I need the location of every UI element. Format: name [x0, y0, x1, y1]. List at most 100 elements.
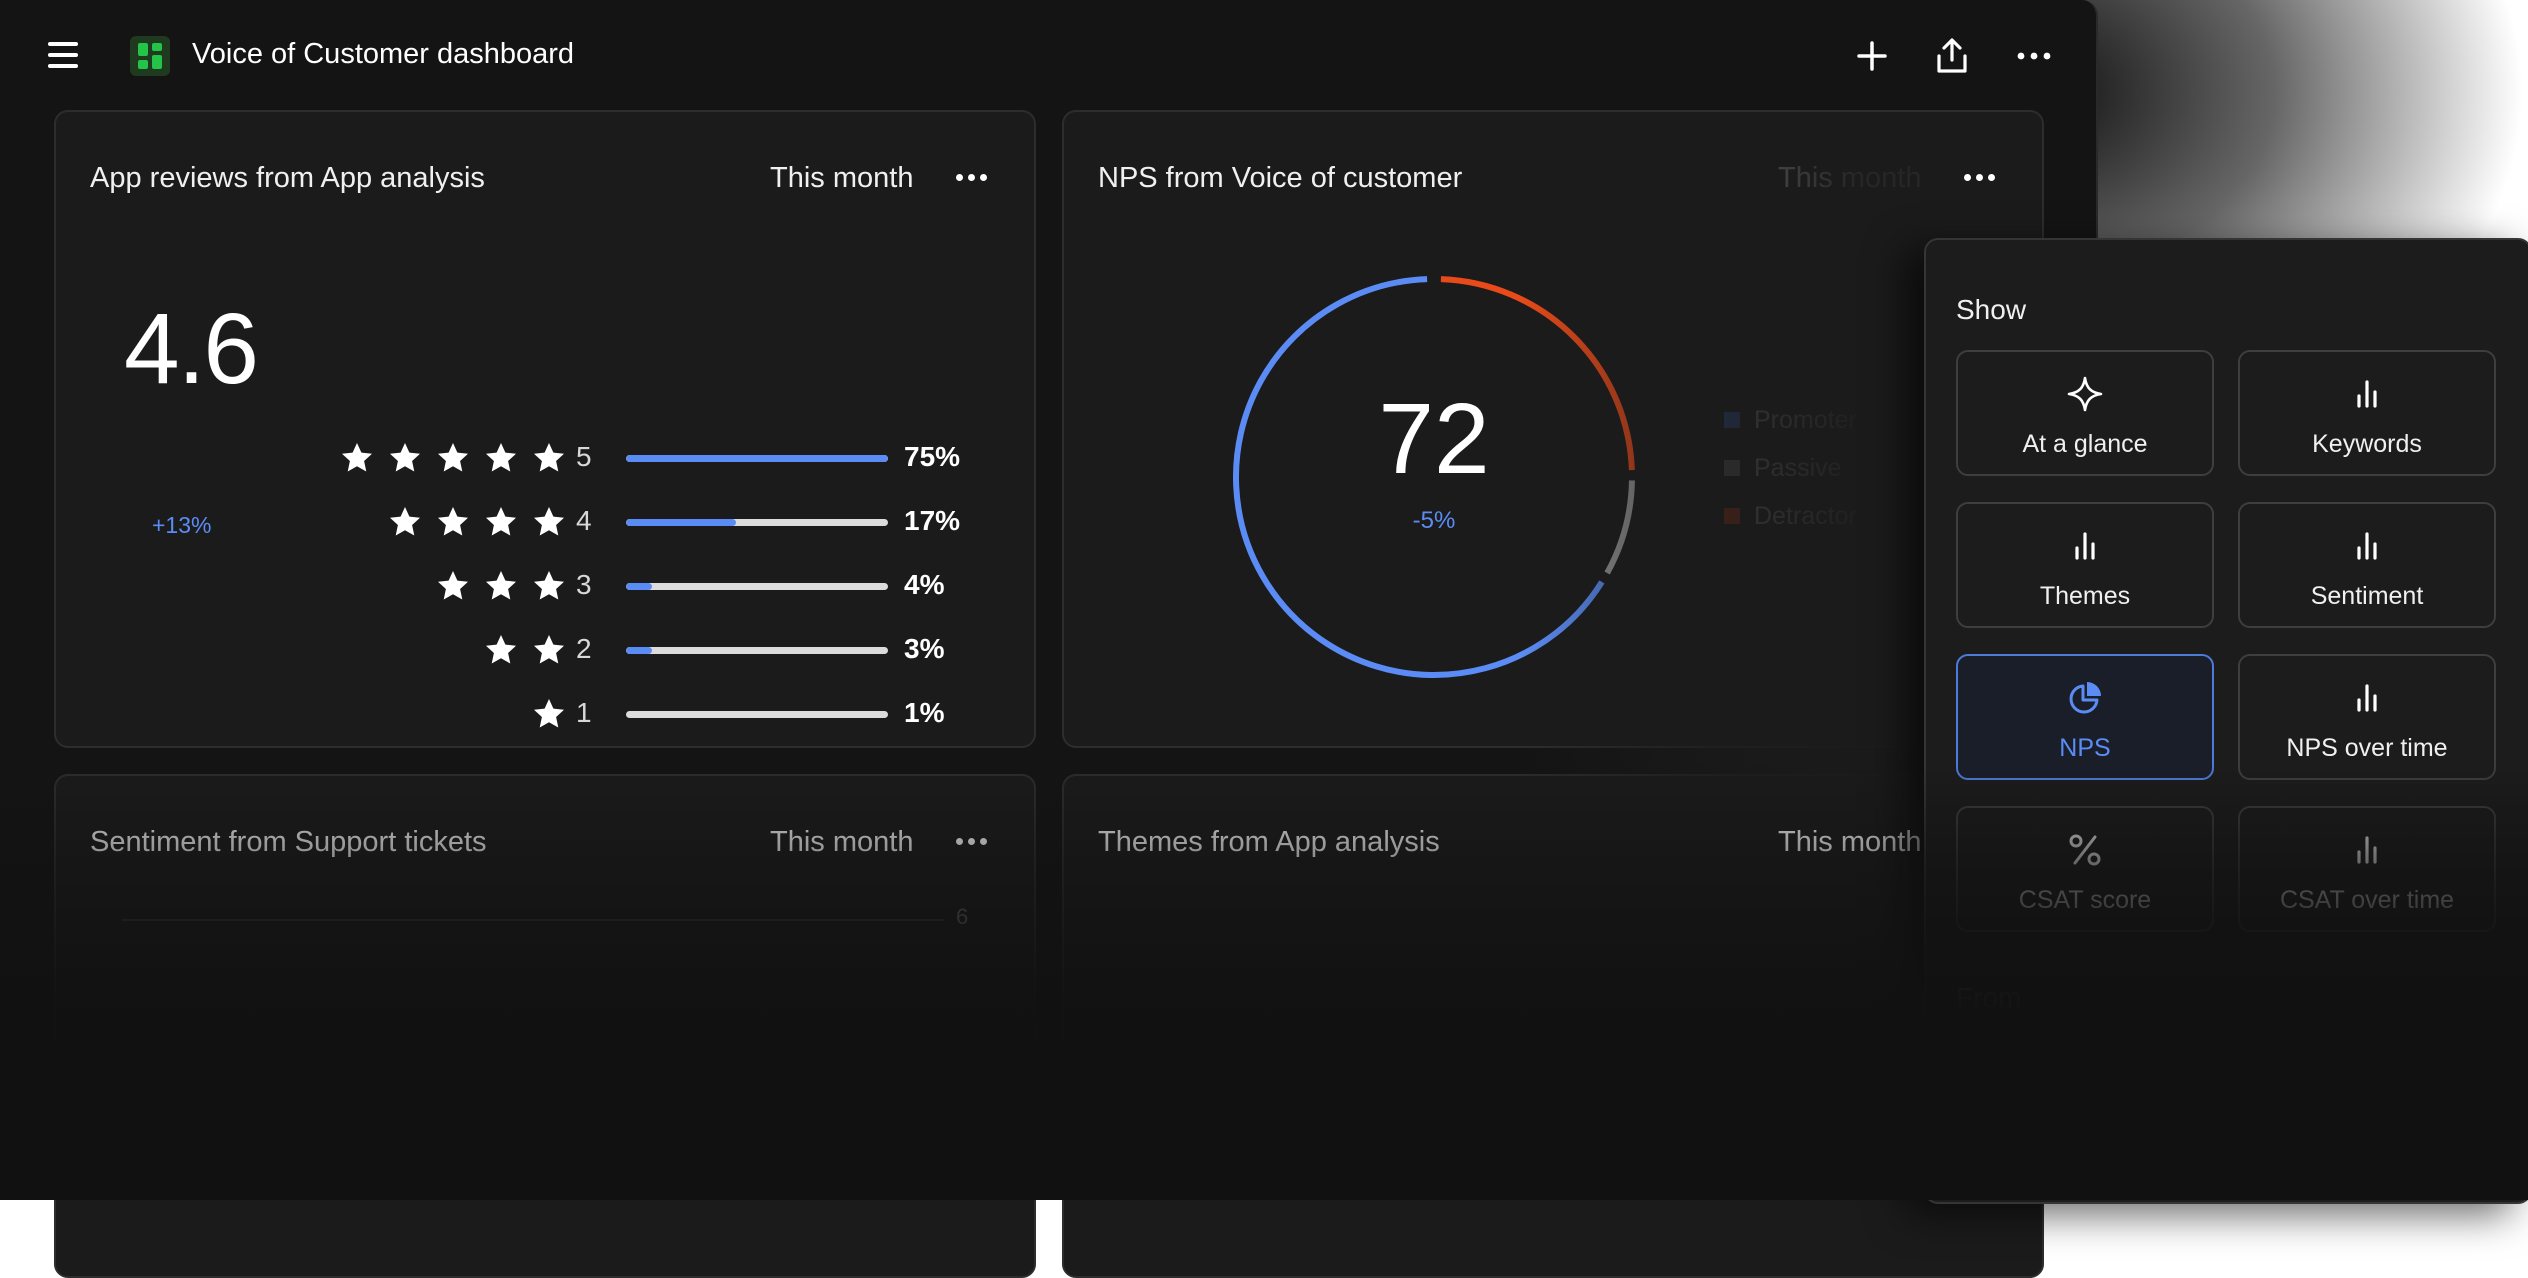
more-icon — [2017, 52, 2051, 60]
dashboard-logo-icon — [130, 36, 170, 76]
star-icon — [532, 569, 566, 603]
star-icon — [484, 569, 518, 603]
nps-score: 72 — [1378, 383, 1490, 495]
rating-bar — [626, 647, 888, 654]
rating-percent: 4% — [904, 569, 945, 600]
option-sentiment[interactable]: Sentiment — [2238, 502, 2496, 628]
star-icon — [484, 441, 518, 475]
rating-percent: 75% — [904, 441, 961, 472]
nps-passive-arc — [1604, 480, 1635, 575]
option-label: Themes — [2039, 582, 2131, 610]
star-icon — [340, 441, 374, 475]
legend-swatch — [1724, 412, 1740, 428]
rating-row-4: 4 17% — [56, 501, 1034, 541]
sentiment-card: Sentiment from Support tickets This mont… — [54, 774, 1036, 1278]
rating-label: 4 — [576, 505, 592, 536]
period-selector[interactable]: This month — [1778, 162, 1922, 194]
bar-chart-icon — [2347, 830, 2387, 870]
nps-delta: -5% — [1412, 507, 1456, 534]
legend-label: Promoter — [1754, 406, 1857, 434]
rating-bar-fill — [626, 455, 888, 462]
bar-chart-icon — [2065, 526, 2105, 566]
rating-bar — [626, 455, 888, 462]
average-rating: 4.6 — [124, 293, 259, 405]
share-button[interactable] — [1930, 34, 1974, 78]
option-keywords[interactable]: Keywords — [2238, 350, 2496, 476]
bar-chart-icon — [2347, 678, 2387, 718]
star-icon — [484, 633, 518, 667]
star-icon — [484, 505, 518, 539]
star-icon — [532, 505, 566, 539]
rating-bar — [626, 583, 888, 590]
themes-card: Themes from App analysis This month — [1062, 774, 2044, 1278]
star-icon — [436, 569, 470, 603]
sparkle-icon — [2065, 374, 2105, 414]
card-title: Themes from App analysis — [1098, 826, 1440, 858]
star-icon — [532, 441, 566, 475]
nps-card: NPS from Voice of customer This month 72… — [1062, 110, 2044, 748]
option-themes[interactable]: Themes — [1956, 502, 2214, 628]
page-title: Voice of Customer dashboard — [192, 38, 575, 70]
bar-chart-icon — [2347, 374, 2387, 414]
gridline — [122, 919, 944, 921]
axis-tick-label: 6 — [956, 904, 969, 929]
rating-bar-fill — [626, 647, 653, 654]
card-more-icon[interactable] — [1964, 174, 2000, 184]
percent-icon — [2065, 830, 2105, 870]
option-label: CSAT score — [2018, 886, 2152, 914]
option-label: NPS — [2059, 734, 2111, 762]
option-label: NPS over time — [2286, 734, 2448, 762]
panel-heading-from: From — [1956, 982, 2022, 1013]
legend-swatch — [1724, 460, 1740, 476]
legend-label: Detractor — [1754, 502, 1857, 530]
more-button[interactable] — [2012, 34, 2056, 78]
widget-type-panel: Show At a glance Keywords Themes Sentime… — [1924, 238, 2528, 1204]
legend-swatch — [1724, 508, 1740, 524]
star-icon — [532, 633, 566, 667]
period-selector[interactable]: This month — [1778, 826, 1922, 858]
rating-row-5: 5 75% — [56, 437, 1034, 477]
add-button[interactable] — [1850, 34, 1894, 78]
app-reviews-card: App reviews from App analysis This month… — [54, 110, 1036, 748]
star-icon — [388, 441, 422, 475]
panel-heading-show: Show — [1956, 294, 2027, 325]
option-label: At a glance — [2022, 430, 2148, 458]
option-label: Keywords — [2312, 430, 2422, 458]
option-nps-over-time[interactable]: NPS over time — [2238, 654, 2496, 780]
pie-chart-icon — [2065, 678, 2105, 718]
rating-label: 2 — [576, 633, 592, 664]
option-csat-score[interactable]: CSAT score — [1956, 806, 2214, 932]
card-more-icon[interactable] — [956, 838, 992, 848]
option-at-a-glance[interactable]: At a glance — [1956, 350, 2214, 476]
dashboard-window: Voice of Customer dashboard App reviews … — [0, 0, 2098, 1278]
period-selector[interactable]: This month — [770, 826, 914, 858]
card-more-icon[interactable] — [956, 174, 992, 184]
rating-row-2: 2 3% — [56, 629, 1034, 669]
rating-row-1: 1 1% — [56, 693, 1034, 733]
rating-bar-fill — [626, 583, 653, 590]
option-label: Sentiment — [2310, 582, 2424, 610]
rating-percent: 17% — [904, 505, 961, 536]
rating-label: 1 — [576, 697, 592, 728]
rating-bar — [626, 711, 888, 718]
share-icon — [1937, 38, 1967, 73]
rating-label: 3 — [576, 569, 592, 600]
rating-percent: 3% — [904, 633, 945, 664]
card-title: NPS from Voice of customer — [1098, 162, 1463, 194]
hamburger-menu-icon[interactable] — [46, 38, 80, 72]
card-title: App reviews from App analysis — [90, 162, 485, 194]
star-icon — [436, 441, 470, 475]
period-selector[interactable]: This month — [770, 162, 914, 194]
option-nps[interactable]: NPS — [1956, 654, 2214, 780]
rating-label: 5 — [576, 441, 592, 472]
bar-chart-icon — [2347, 526, 2387, 566]
star-icon — [436, 505, 470, 539]
star-icon — [532, 697, 566, 731]
rating-bar — [626, 519, 888, 526]
rating-bar-fill — [626, 519, 737, 526]
top-bar: Voice of Customer dashboard — [0, 0, 2096, 112]
option-csat-over-time[interactable]: CSAT over time — [2238, 806, 2496, 932]
star-icon — [388, 505, 422, 539]
legend-label: Passive — [1754, 454, 1842, 482]
rating-row-3: 3 4% — [56, 565, 1034, 605]
